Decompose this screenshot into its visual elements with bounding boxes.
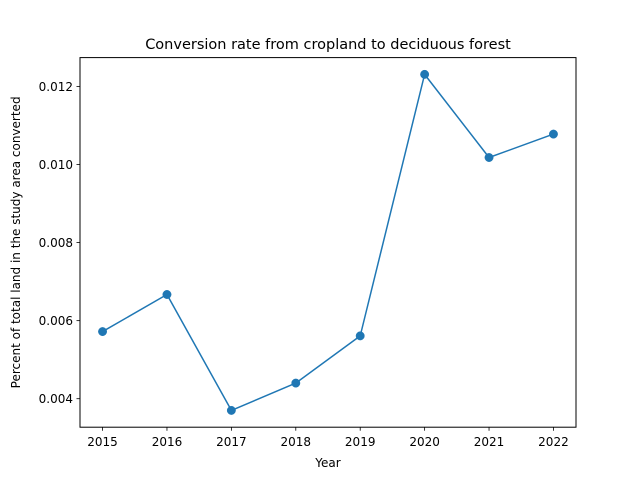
x-tick-label: 2016: [152, 435, 183, 449]
series-layer: [98, 69, 558, 415]
x-tick-label: 2021: [474, 435, 505, 449]
y-axis-label: Percent of total land in the study area …: [9, 96, 23, 388]
series-line: [101, 73, 555, 412]
data-point: [291, 378, 301, 388]
y-tick-label: 0.006: [39, 314, 73, 328]
data-point: [355, 331, 365, 341]
y-axis-ticks: 0.004 0.006 0.008 0.010 0.012: [39, 80, 80, 406]
x-tick-label: 2017: [216, 435, 247, 449]
x-tick-label: 2020: [409, 435, 440, 449]
data-point: [420, 69, 430, 79]
plot-area: 2015 2016 2017 2018 2019 2020 2021 2022 0.0040.…: [39, 57, 577, 449]
y-tick-label: 0.010: [39, 158, 73, 172]
x-tick-label: 2015: [87, 435, 118, 449]
y-tick-label: 0.004: [39, 392, 73, 406]
axes-frame: [79, 57, 577, 428]
data-point: [549, 129, 558, 139]
x-tick-label: 2018: [281, 435, 312, 449]
x-tick-label: 2022: [538, 435, 569, 449]
y-tick-label: 0.012: [39, 80, 73, 94]
x-tick-label: 2019: [345, 435, 376, 449]
data-point: [484, 153, 494, 162]
data-point: [226, 405, 236, 415]
data-point: [98, 327, 107, 337]
data-point: [162, 290, 172, 299]
y-tick-label: 0.008: [39, 236, 73, 250]
x-axis-label: Year: [314, 456, 340, 470]
x-axis-ticks: 2015 2016 2017 2018 2019 2020 2021 2022: [87, 427, 569, 449]
chart-title: Conversion rate from cropland to deciduo…: [145, 37, 511, 53]
